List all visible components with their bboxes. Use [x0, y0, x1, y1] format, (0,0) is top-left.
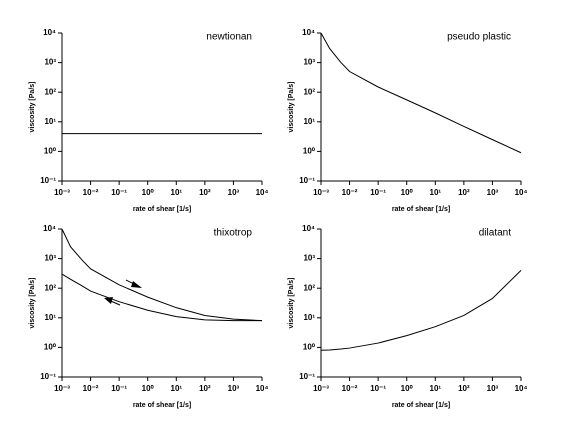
y-tick-label: 10² — [303, 283, 315, 292]
arrow-head — [131, 281, 142, 288]
x-tick-label: 10⁻¹ — [370, 188, 386, 197]
y-tick-label: 10⁴ — [302, 224, 315, 233]
y-tick-label: 10¹ — [303, 117, 315, 126]
x-axis-label: rate of shear [1/s] — [392, 206, 450, 213]
x-tick-label: 10⁴ — [515, 384, 528, 393]
x-axis-label: rate of shear [1/s] — [133, 402, 191, 409]
line — [61, 228, 263, 322]
y-axis-label: viscosity [Pa/s] — [288, 278, 295, 329]
y-tick-label: 10³ — [44, 254, 56, 263]
x-tick-label: 10⁴ — [515, 188, 528, 197]
x-tick-label: 10³ — [487, 384, 499, 393]
y-tick-label: 10⁰ — [303, 147, 316, 156]
x-tick-label: 10⁰ — [401, 384, 414, 393]
x-tick-label: 10⁻² — [342, 188, 358, 197]
y-tick-label: 10⁴ — [302, 28, 315, 37]
x-tick-label: 10² — [199, 384, 211, 393]
line — [61, 273, 262, 322]
x-tick-label: 10³ — [228, 188, 240, 197]
x-tick-label: 10² — [458, 188, 470, 197]
x-tick-label: 10² — [199, 188, 211, 197]
chart-title: newtionan — [206, 32, 252, 43]
x-tick-label: 10¹ — [171, 384, 183, 393]
x-tick-label: 10⁰ — [401, 188, 414, 197]
x-tick-label: 10¹ — [430, 188, 442, 197]
y-tick-label: 10³ — [303, 254, 315, 263]
y-tick-label: 10³ — [44, 58, 56, 67]
x-tick-label: 10⁴ — [256, 188, 269, 197]
y-tick-label: 10⁰ — [303, 343, 316, 352]
x-axis-label: rate of shear [1/s] — [392, 402, 450, 409]
line — [320, 32, 522, 154]
y-axis-label: viscosity [Pa/s] — [288, 82, 295, 133]
y-tick-label: 10² — [44, 87, 56, 96]
y-axis-label: viscosity [Pa/s] — [29, 82, 36, 133]
chart-title: thixotrop — [214, 228, 253, 239]
y-tick-label: 10³ — [303, 58, 315, 67]
x-tick-label: 10² — [458, 384, 470, 393]
y-tick-label: 10¹ — [44, 117, 56, 126]
x-tick-label: 10⁻¹ — [111, 188, 127, 197]
x-tick-label: 10¹ — [430, 384, 442, 393]
x-tick-label: 10⁻³ — [54, 384, 70, 393]
y-tick-label: 10⁰ — [44, 343, 57, 352]
x-tick-label: 10³ — [487, 188, 499, 197]
x-tick-label: 10⁻³ — [313, 188, 329, 197]
y-tick-label: 10⁴ — [43, 28, 56, 37]
chart-title: pseudo plastic — [447, 32, 511, 43]
y-tick-label: 10⁰ — [44, 147, 57, 156]
y-tick-label: 10¹ — [303, 313, 315, 322]
x-tick-label: 10⁻¹ — [111, 384, 127, 393]
y-tick-label: 10¹ — [44, 313, 56, 322]
y-tick-label: 10² — [303, 87, 315, 96]
y-tick-label: 10⁻¹ — [40, 372, 56, 381]
y-tick-label: 10⁴ — [43, 224, 56, 233]
x-tick-label: 10³ — [228, 384, 240, 393]
y-tick-label: 10⁻¹ — [299, 176, 315, 185]
x-tick-label: 10⁻³ — [54, 188, 70, 197]
x-tick-label: 10⁰ — [142, 384, 155, 393]
x-tick-label: 10⁻¹ — [370, 384, 386, 393]
y-tick-label: 10² — [44, 283, 56, 292]
chart-title: dilatant — [479, 228, 511, 239]
x-tick-label: 10⁻² — [342, 384, 358, 393]
x-tick-label: 10⁻² — [83, 188, 99, 197]
y-tick-label: 10⁻¹ — [299, 372, 315, 381]
x-tick-label: 10⁻³ — [313, 384, 329, 393]
y-axis-label: viscosity [Pa/s] — [29, 278, 36, 329]
x-tick-label: 10⁴ — [256, 384, 269, 393]
y-tick-label: 10⁻¹ — [40, 176, 56, 185]
line — [320, 270, 522, 351]
x-tick-label: 10⁰ — [142, 188, 155, 197]
x-tick-label: 10⁻² — [83, 384, 99, 393]
x-axis-label: rate of shear [1/s] — [133, 206, 191, 213]
x-tick-label: 10¹ — [171, 188, 183, 197]
